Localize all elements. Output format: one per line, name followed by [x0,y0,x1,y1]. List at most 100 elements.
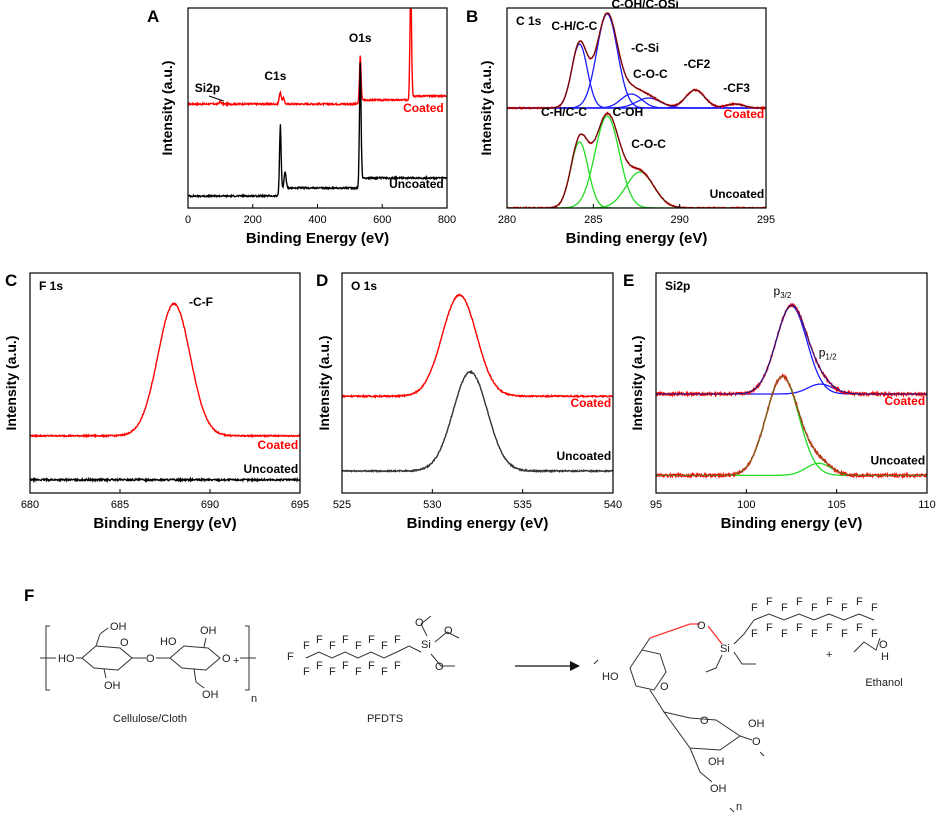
x-tick-label-c-2: 690 [201,499,219,511]
peak-annotation-b-8: C-O-C [631,137,666,151]
y-axis-label-b: Intensity (a.u.) [478,61,494,156]
atom-o-linkage: O [697,620,706,632]
product-f-top-5: F [826,596,833,608]
product-structure: HO O O OH OH OH O n O Si FFFFFFFFFFFFFFF… [593,596,889,813]
x-tick-label-a-2: 400 [308,214,326,226]
x-axis-label-d: Binding energy (eV) [407,515,549,532]
atom-ho-1: HO [58,653,75,665]
series-line-e-coated [656,302,927,398]
panel-letter-c: C [5,271,17,290]
cellulose-structure: OH HO OH O O HO OH O OH + n [40,621,257,705]
x-tick-label-d-2: 535 [513,499,531,511]
panel-b-c1s-spectrum: 280 285 290 295 Binding energy (eV) Intensity… [478,0,775,247]
product-f-top-7: F [856,596,863,608]
pfdts-f-bottom-6: F [381,666,388,678]
panel-letter-f: F [24,586,34,605]
product-f-top-8: F [871,602,878,614]
x-tick-label-d-1: 530 [423,499,441,511]
atom-o-ethanol: O [879,639,888,651]
series-label-b-1: Uncoated [710,187,765,201]
inset-label-b: C 1s [516,14,542,28]
plus-sign-2: + [826,649,832,661]
pfdts-f-top-3: F [342,634,349,646]
plot-area-d [342,293,613,474]
series-line-a-uncoated [188,62,447,199]
pfdts-f-top-4: F [355,640,362,652]
series-label-d-1: Uncoated [557,449,612,463]
series-label-c-0: Coated [258,438,299,452]
atom-oh-4: OH [202,689,219,701]
product-f-bottom-2: F [781,628,788,640]
x-tick-label-b-2: 290 [670,214,688,226]
atom-o-ring2: O [222,653,231,665]
peak-annotation-b-7: C-OH [613,105,644,119]
plot-frame-b [506,7,767,209]
series-line-a-coated [188,8,447,108]
fit-envelope-b-0 [507,12,766,109]
y-axis-label-d: Intensity (a.u.) [316,336,332,431]
x-tick-label-e-1: 100 [737,499,755,511]
x-axis-label-e: Binding energy (eV) [721,515,863,532]
fit-component-b-1-1 [507,115,766,208]
product-f-bottom-8: F [871,628,878,640]
pfdts-ethoxy-o-0: O [415,617,424,629]
reaction-arrow [515,661,580,671]
atom-o-glycosidic: O [146,653,155,665]
pfdts-f-top-1: F [316,634,323,646]
reaction-scheme: OH HO OH O O HO OH O OH + n Cellulose/Cl… [40,596,903,813]
pfdts-f-bottom-7: F [394,660,401,672]
pfdts-f-top-5: F [368,634,375,646]
pfdts-ethoxy-o-1: O [444,625,453,637]
product-f-top-4: F [811,602,818,614]
x-tick-label-e-2: 105 [827,499,845,511]
inset-label-e: Si2p [665,279,690,293]
atom-oh-6: OH [708,756,725,768]
fit-envelope-e-0 [656,304,927,395]
pfdts-f-bottom-2: F [329,666,336,678]
atom-ho-3: HO [602,671,619,683]
peak-annotation-a-1: O1s [349,31,372,45]
peak-annotation-b-4: -CF2 [684,57,711,71]
fit-envelope-e-1 [656,375,927,476]
series-label-e-1: Uncoated [871,453,926,467]
x-tick-label-e-0: 95 [650,499,662,511]
atom-o-terminal: O [752,736,761,748]
panel-letter-e: E [623,271,634,290]
atom-oh-3: OH [200,625,217,637]
cellulose-caption: Cellulose/Cloth [113,713,187,725]
product-f-top-6: F [841,602,848,614]
atom-si-product: Si [720,643,730,655]
x-tick-label-a-0: 0 [185,214,191,226]
series-label-a-0: Coated [403,101,444,115]
atom-oh-1: OH [110,621,127,633]
x-tick-label-d-0: 525 [333,499,351,511]
x-tick-label-a-1: 200 [244,214,262,226]
peak-annotation-b-0: C-H/C-C [551,19,597,33]
x-tick-label-a-4: 800 [438,214,456,226]
peak-annotation-b-1: C-OH/C-OSi [611,0,678,11]
x-tick-label-c-3: 695 [291,499,309,511]
x-axis-label-b: Binding energy (eV) [566,230,708,247]
series-label-c-1: Uncoated [244,462,299,476]
x-tick-label-b-3: 295 [757,214,775,226]
plus-sign-1: + [233,655,239,667]
atom-h-ethanol: H [881,651,889,663]
peak-annotation-b-6: C-H/C-C [541,105,587,119]
y-axis-label-a: Intensity (a.u.) [159,61,175,156]
series-label-a-1: Uncoated [389,177,444,191]
ethanol-caption: Ethanol [865,677,902,689]
series-line-d-coated [342,293,613,399]
x-tick-label-d-3: 540 [604,499,622,511]
pfdts-f-bottom-3: F [342,660,349,672]
pfdts-f-top-2: F [329,640,336,652]
atom-o-ring3: O [660,681,669,693]
y-axis-label-c: Intensity (a.u.) [3,336,19,431]
panel-c-f1s-spectrum: 680 685 690 695 Binding Energy (eV) Intensity… [3,272,309,532]
fit-component-b-1-2 [507,171,766,208]
product-f-top-2: F [781,602,788,614]
x-axis-label-a: Binding Energy (eV) [246,230,389,247]
x-axis-label-c: Binding Energy (eV) [93,515,236,532]
product-f-top-1: F [766,596,773,608]
product-f-bottom-6: F [841,628,848,640]
